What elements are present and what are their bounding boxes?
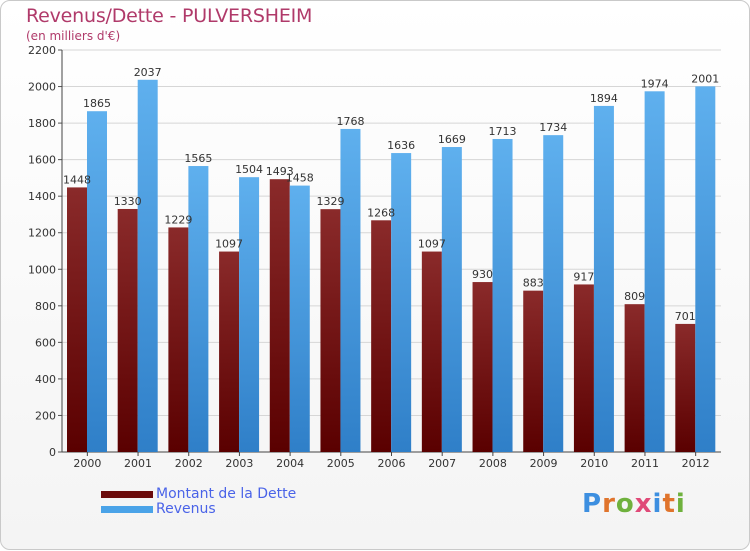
data-label-dette: 883 [523, 277, 544, 290]
data-label-dette: 1097 [418, 238, 446, 251]
data-label-dette: 1448 [63, 173, 91, 186]
x-tick-label: 2010 [580, 457, 608, 470]
chart-title: Revenus/Dette - PULVERSHEIM [26, 5, 313, 27]
data-label-revenus: 1565 [184, 152, 212, 165]
bar-revenus [644, 91, 665, 453]
bar-dette [67, 187, 87, 453]
legend-swatch-revenus [101, 505, 153, 513]
y-tick-label: 1600 [28, 154, 56, 167]
bar-dette [472, 282, 493, 452]
y-tick-label: 2200 [28, 44, 56, 57]
bar-dette [624, 304, 645, 452]
bar-revenus [695, 86, 716, 452]
data-label-revenus: 1865 [83, 97, 111, 110]
x-tick-label: 2002 [175, 457, 203, 470]
brand-letter: r [602, 489, 616, 519]
y-tick-label: 1200 [28, 227, 56, 240]
data-label-dette: 1329 [316, 195, 344, 208]
legend-item-dette: Montant de la Dette [101, 487, 296, 502]
data-label-revenus: 1669 [438, 133, 466, 146]
brand-letter: o [615, 489, 635, 519]
legend: Montant de la Dette Revenus [101, 487, 296, 517]
data-label-dette: 1493 [266, 165, 294, 178]
y-tick-label: 1400 [28, 190, 56, 203]
data-label-revenus: 1894 [590, 92, 618, 105]
x-tick-label: 2007 [428, 457, 456, 470]
data-label-revenus: 1768 [336, 115, 364, 128]
bar-revenus [391, 153, 412, 453]
y-tick-label: 1000 [28, 263, 56, 276]
bar-revenus [441, 147, 462, 452]
bar-dette [573, 284, 594, 452]
bar-dette [523, 290, 544, 452]
data-label-dette: 930 [472, 268, 493, 281]
x-tick-label: 2011 [631, 457, 659, 470]
x-tick-label: 2001 [124, 457, 152, 470]
legend-swatch-dette [101, 490, 153, 498]
data-label-dette: 1268 [367, 206, 395, 219]
x-tick-label: 2009 [530, 457, 558, 470]
legend-label-revenus: Revenus [156, 501, 216, 517]
bar-revenus [340, 128, 361, 452]
data-label-revenus: 2037 [134, 66, 162, 79]
data-label-dette: 1330 [114, 195, 142, 208]
y-tick-label: 200 [35, 409, 56, 422]
brand-letter: i [675, 489, 686, 519]
data-label-dette: 701 [675, 310, 696, 323]
bar-revenus [492, 138, 513, 453]
y-tick-label: 1800 [28, 117, 56, 130]
bar-dette [117, 208, 138, 452]
bar-revenus [137, 79, 158, 452]
bar-revenus [188, 166, 209, 453]
bar-revenus [289, 185, 310, 453]
brand-letter: P [582, 489, 603, 519]
bar-revenus [239, 177, 260, 453]
data-label-revenus: 2001 [691, 72, 719, 85]
brand-letter: i [652, 489, 663, 519]
chart-subtitle: (en milliers d'€) [26, 29, 121, 43]
bar-dette [168, 227, 189, 452]
data-label-dette: 1229 [164, 213, 192, 226]
data-label-revenus: 1458 [286, 172, 314, 185]
bar-dette [421, 251, 442, 452]
data-label-revenus: 1636 [387, 139, 415, 152]
bar-revenus [593, 105, 614, 452]
x-tick-label: 2000 [73, 457, 101, 470]
x-tick-label: 2008 [479, 457, 507, 470]
x-tick-label: 2003 [225, 457, 253, 470]
bar-dette [371, 220, 392, 452]
legend-label-dette: Montant de la Dette [156, 486, 297, 502]
data-label-revenus: 1713 [489, 125, 517, 138]
x-tick-label: 2005 [327, 457, 355, 470]
data-label-revenus: 1504 [235, 163, 263, 176]
y-tick-label: 600 [35, 336, 56, 349]
data-label-dette: 809 [624, 290, 645, 303]
x-tick-label: 2004 [276, 457, 304, 470]
data-label-dette: 917 [573, 270, 594, 283]
bar-revenus [87, 111, 107, 453]
bar-revenus [543, 135, 564, 452]
data-label-revenus: 1974 [641, 77, 669, 90]
y-tick-label: 800 [35, 300, 56, 313]
data-label-revenus: 1734 [539, 121, 567, 134]
brand-letter: x [634, 489, 653, 519]
data-label-dette: 1097 [215, 238, 243, 251]
bar-dette [675, 323, 696, 452]
proxiti-logo: Proxiti [582, 489, 686, 519]
y-tick-label: 2000 [28, 81, 56, 94]
legend-item-revenus: Revenus [101, 502, 296, 517]
bar-dette [320, 209, 341, 452]
x-tick-label: 2012 [682, 457, 710, 470]
y-tick-label: 400 [35, 373, 56, 386]
bar-dette [219, 251, 240, 452]
brand-letter: t [662, 489, 676, 519]
x-tick-label: 2006 [378, 457, 406, 470]
y-tick-label: 0 [49, 446, 56, 459]
bar-dette [269, 179, 290, 453]
